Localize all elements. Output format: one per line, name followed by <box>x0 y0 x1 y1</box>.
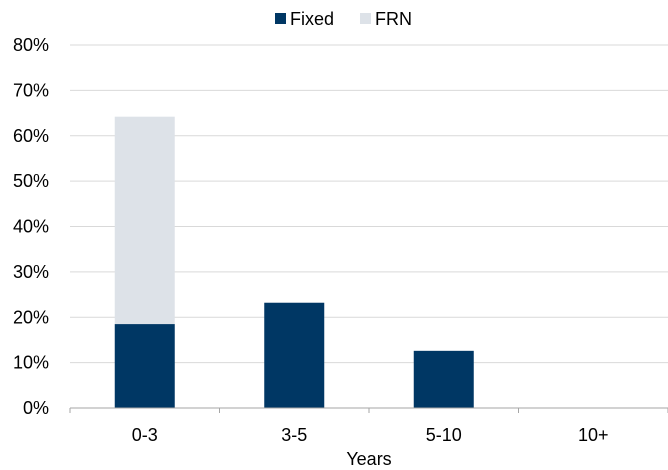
x-tick-label: 5-10 <box>426 425 462 445</box>
y-tick-label: 10% <box>13 353 49 373</box>
bar-fixed-3-5 <box>264 302 325 408</box>
legend-label-fixed: Fixed <box>290 9 334 29</box>
legend-swatch-fixed <box>275 13 286 24</box>
y-tick-label: 60% <box>13 126 49 146</box>
x-axis-title: Years <box>346 449 391 469</box>
x-tick-label: 10+ <box>578 425 609 445</box>
bar-fixed-5-10 <box>413 350 474 408</box>
y-tick-label: 50% <box>13 171 49 191</box>
bars <box>114 116 474 408</box>
x-tick-label: 0-3 <box>132 425 158 445</box>
y-tick-label: 20% <box>13 307 49 327</box>
legend-swatch-frn <box>360 13 371 24</box>
y-tick-label: 40% <box>13 217 49 237</box>
x-tick-label: 3-5 <box>281 425 307 445</box>
bar-frn-0-3 <box>114 116 175 325</box>
y-tick-label: 30% <box>13 262 49 282</box>
legend: Fixed FRN <box>275 9 412 29</box>
legend-label-frn: FRN <box>375 9 412 29</box>
y-tick-label: 0% <box>23 398 49 418</box>
bar-fixed-0-3 <box>114 324 175 408</box>
y-tick-label: 80% <box>13 35 49 55</box>
x-axis <box>69 407 668 413</box>
x-axis-tick-labels: 0-3 3-5 5-10 10+ <box>132 425 609 445</box>
y-tick-label: 70% <box>13 80 49 100</box>
y-axis-tick-labels: 0% 10% 20% 30% 40% 50% 60% 70% 80% <box>13 35 49 418</box>
